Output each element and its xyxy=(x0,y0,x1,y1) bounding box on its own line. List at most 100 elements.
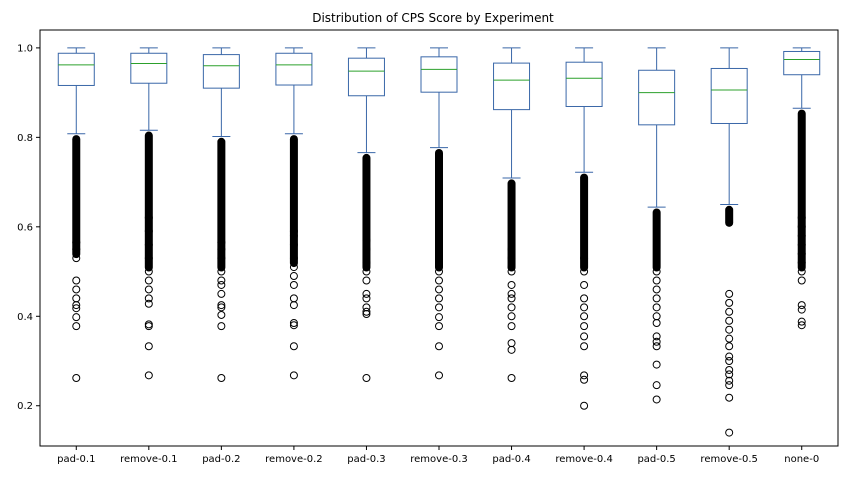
outlier-point xyxy=(217,276,226,285)
outlier-point xyxy=(797,222,806,231)
iqr-box xyxy=(565,61,603,107)
outlier-point xyxy=(725,357,734,366)
plot-area: 0.2 0.4 0.6 0.8 1.0 pad-0.1 remove-0.1 pad-0.2 r… xyxy=(17,29,839,465)
outlier-point xyxy=(289,231,298,240)
outlier-point xyxy=(652,303,661,312)
outlier-point xyxy=(580,371,589,380)
outlier-point xyxy=(72,322,81,331)
outlier-point xyxy=(725,325,734,334)
outlier-point xyxy=(507,322,516,331)
outlier-point xyxy=(289,321,298,330)
outlier-point xyxy=(144,371,153,380)
outlier-point xyxy=(725,370,734,379)
iqr-box xyxy=(347,57,385,97)
outlier-point xyxy=(652,312,661,321)
outlier-point xyxy=(797,267,806,276)
outlier-point xyxy=(217,374,226,383)
outlier-point xyxy=(144,240,153,249)
outlier-point xyxy=(652,267,661,276)
outlier-point xyxy=(362,245,371,254)
outlier-point xyxy=(289,254,298,263)
outlier-point xyxy=(435,285,443,294)
outlier-point xyxy=(217,310,226,319)
outlier-point xyxy=(507,267,516,276)
outlier-point xyxy=(652,360,661,369)
outlier-point xyxy=(362,294,371,303)
outlier-point xyxy=(507,294,516,303)
outlier-point xyxy=(580,342,589,351)
outlier-point xyxy=(144,320,153,329)
outlier-point xyxy=(507,374,516,383)
outlier-point xyxy=(725,316,734,325)
outlier-point xyxy=(797,321,806,330)
outlier-point xyxy=(362,236,371,245)
x-tick-label: pad-0.1 xyxy=(57,454,95,465)
outlier-point xyxy=(217,289,226,298)
outlier-point xyxy=(435,342,443,351)
outlier-point xyxy=(217,303,226,312)
outlier-point xyxy=(144,285,153,294)
outlier-point xyxy=(580,280,589,289)
outlier-point xyxy=(289,272,298,281)
outlier-point xyxy=(435,313,443,322)
outlier-point xyxy=(580,401,589,410)
outlier-point xyxy=(289,240,298,249)
outlier-point xyxy=(507,280,516,289)
iqr-box xyxy=(275,52,313,86)
outlier-point xyxy=(217,238,226,247)
outlier-point xyxy=(725,352,734,361)
outlier-point xyxy=(144,213,153,222)
outlier-dense-band xyxy=(797,109,806,272)
outlier-point xyxy=(144,342,153,351)
iqr-box xyxy=(202,54,240,89)
outlier-point xyxy=(507,303,516,312)
outlier-dense-band xyxy=(144,131,153,272)
x-tick-label: pad-0.2 xyxy=(202,454,240,465)
outlier-point xyxy=(362,267,371,276)
outlier-point xyxy=(725,298,734,307)
x-tick-label: remove-0.2 xyxy=(265,454,323,465)
iqr-box xyxy=(130,52,168,84)
outlier-point xyxy=(725,365,734,374)
outlier-point xyxy=(797,240,806,249)
outlier-dense-band xyxy=(217,137,226,272)
outlier-point xyxy=(289,294,298,303)
outlier-point xyxy=(435,276,443,285)
outlier-point xyxy=(507,289,516,298)
outlier-point xyxy=(580,294,589,303)
outlier-point xyxy=(435,371,443,380)
outlier-point xyxy=(507,254,516,263)
outlier-point xyxy=(797,249,806,258)
outlier-point xyxy=(72,285,81,294)
outlier-point xyxy=(652,381,661,390)
chart-title: Distribution of CPS Score by Experiment xyxy=(312,11,554,25)
y-tick-label: 0.4 xyxy=(17,312,33,323)
outlier-point xyxy=(72,254,81,263)
outlier-point xyxy=(725,307,734,316)
outlier-point xyxy=(144,276,153,285)
outlier-point xyxy=(217,267,226,276)
iqr-box xyxy=(783,50,821,76)
iqr-box xyxy=(420,56,458,93)
outlier-dense-band xyxy=(725,205,734,227)
outlier-dense-band xyxy=(580,173,589,272)
outlier-dense-band xyxy=(362,153,371,272)
outlier-point xyxy=(652,294,661,303)
x-tick-label: remove-0.4 xyxy=(555,454,613,465)
outlier-point xyxy=(72,276,81,285)
outlier-point xyxy=(580,375,589,384)
outlier-point xyxy=(362,276,371,285)
outlier-point xyxy=(580,254,589,263)
outlier-point xyxy=(289,371,298,380)
outlier-point xyxy=(580,312,589,321)
outlier-point xyxy=(725,428,734,437)
outlier-point xyxy=(797,317,806,326)
outlier-point xyxy=(580,303,589,312)
y-tick-label: 1.0 xyxy=(17,43,33,54)
outlier-point xyxy=(72,294,81,303)
iqr-box xyxy=(638,69,676,126)
outlier-point xyxy=(652,337,661,346)
x-tick-label: pad-0.4 xyxy=(492,454,530,465)
outlier-point xyxy=(652,395,661,404)
